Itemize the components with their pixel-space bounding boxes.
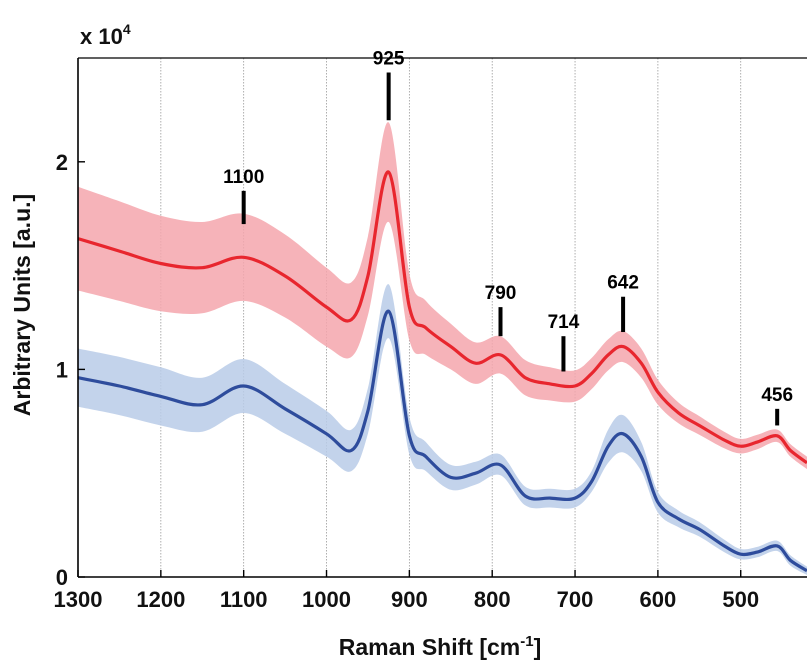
y-tick-label-0: 0 [56,565,68,590]
peak-label-925: 925 [373,49,405,70]
x-tick-label-600: 600 [640,587,677,612]
series-1-line [77,170,807,465]
x-tick-labels: 1300 1200 1100 1000 900 800 700 600 500 [54,587,760,612]
x-tick-label-1100: 1100 [220,587,268,612]
y-tick-label-2: 2 [56,150,68,175]
y-axis-label: Arbitrary Units [a.u.] [9,194,35,416]
peak-label-1100: 1100 [223,167,264,188]
y-multiplier: x 104 [80,21,131,49]
series-2-line [77,309,807,573]
x-axis-label: Raman Shift [cm-1] [339,633,542,660]
x-tick-label-1000: 1000 [302,587,351,612]
y-multiplier-exponent: 4 [123,21,131,37]
x-axis-label-superscript: -1 [520,633,533,650]
series-bands [78,122,807,575]
peak-annotations: 1100 925 790 714 642 456 [223,49,793,426]
peak-label-642: 642 [607,273,639,294]
y-tick-label-1: 1 [56,357,68,382]
series-lines [77,170,807,573]
x-tick-label-500: 500 [722,587,759,612]
axes [77,57,807,578]
peak-label-714: 714 [548,312,580,333]
peak-label-456: 456 [761,385,793,406]
x-tick-label-800: 800 [474,587,511,612]
x-tick-label-700: 700 [557,587,594,612]
x-tick-label-1200: 1200 [136,587,185,612]
x-tick-label-900: 900 [391,587,428,612]
y-tick-labels: 0 1 2 [56,150,68,590]
x-tick-label-1300: 1300 [54,587,103,612]
peak-label-790: 790 [485,283,517,304]
series-1-error-band [78,122,807,470]
